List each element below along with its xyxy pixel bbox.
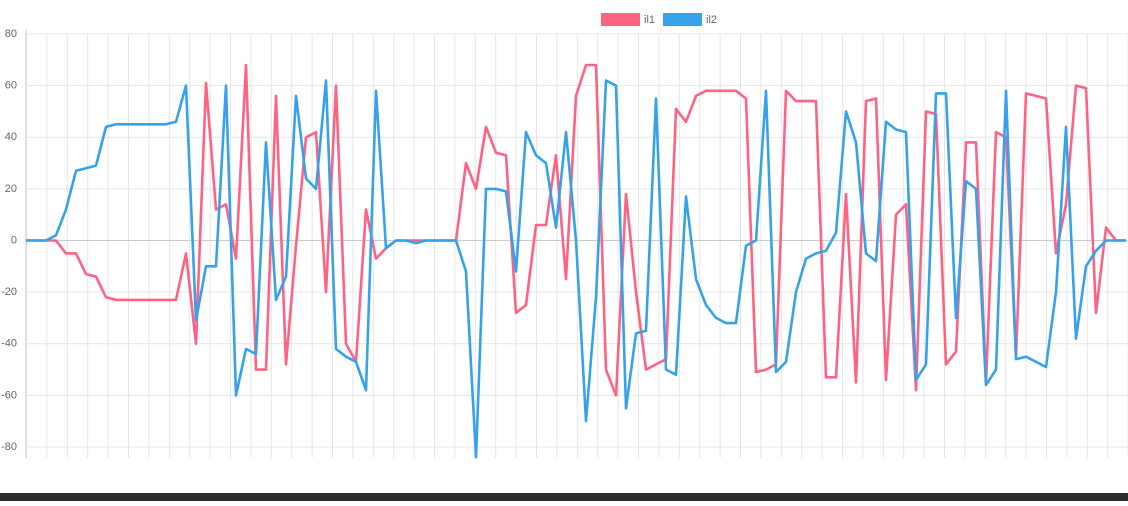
legend-swatch <box>601 13 640 26</box>
y-tick-label: 20 <box>5 183 17 195</box>
line-series <box>26 79 1126 459</box>
y-tick-label: -20 <box>1 286 17 298</box>
legend-label: il2 <box>706 14 717 26</box>
y-tick-label: 0 <box>11 234 17 246</box>
legend-label: il1 <box>644 14 655 26</box>
y-tick-label: -80 <box>1 441 17 453</box>
y-tick-label: 60 <box>5 80 17 92</box>
y-tick-label: -40 <box>1 338 17 350</box>
y-tick-label: 80 <box>5 28 17 40</box>
y-tick-label: 40 <box>5 131 17 143</box>
line-series <box>26 63 1126 397</box>
legend-swatch <box>663 13 702 26</box>
y-tick-label: -60 <box>1 389 17 401</box>
taskbar <box>0 493 1128 501</box>
